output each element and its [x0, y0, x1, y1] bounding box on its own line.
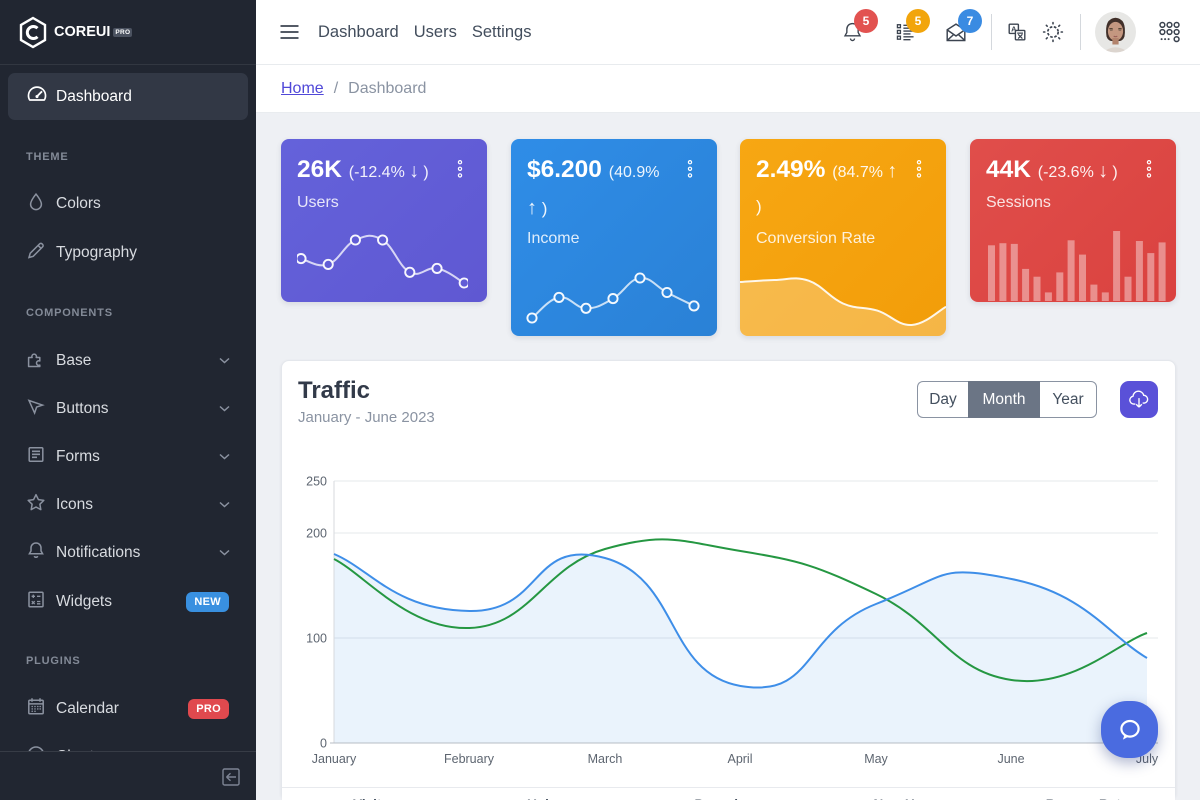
svg-text:200: 200 [306, 527, 327, 541]
svg-text:March: March [588, 752, 623, 766]
svg-text:June: June [997, 752, 1024, 766]
svg-text:A: A [1011, 24, 1017, 33]
svg-text:0: 0 [320, 737, 327, 751]
svg-text:250: 250 [306, 475, 327, 489]
svg-text:February: February [444, 752, 495, 766]
svg-text:January: January [312, 752, 357, 766]
svg-text:April: April [727, 752, 752, 766]
svg-text:100: 100 [306, 632, 327, 646]
svg-text:May: May [864, 752, 888, 766]
